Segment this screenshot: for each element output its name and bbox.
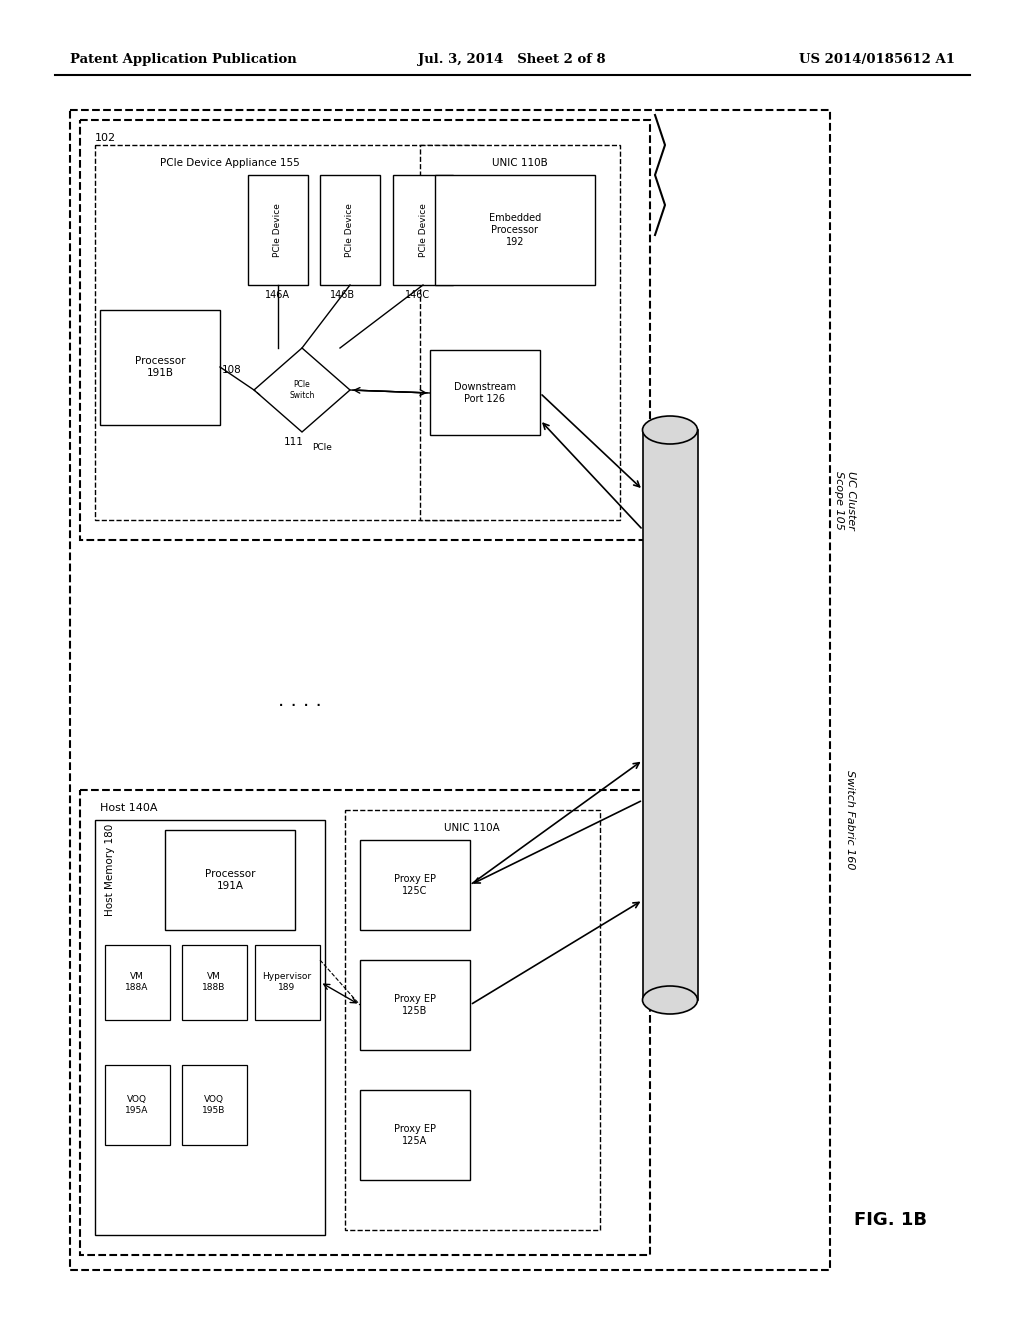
Text: . . . .: . . . .	[279, 690, 322, 710]
Bar	[360, 1090, 470, 1180]
Bar	[182, 945, 247, 1020]
Bar	[345, 810, 600, 1230]
Text: Host Memory 180: Host Memory 180	[105, 824, 115, 916]
Text: PCIe
Switch: PCIe Switch	[290, 380, 314, 400]
Bar	[182, 1065, 247, 1144]
Bar	[319, 176, 380, 285]
Bar	[435, 176, 595, 285]
Bar	[80, 789, 650, 1255]
Text: Proxy EP
125B: Proxy EP 125B	[394, 994, 436, 1016]
Text: PCIe Device: PCIe Device	[273, 203, 283, 257]
Text: VM
188A: VM 188A	[125, 973, 148, 991]
Text: 108: 108	[222, 366, 242, 375]
Bar	[105, 945, 170, 1020]
Bar	[95, 145, 480, 520]
Polygon shape	[254, 348, 350, 432]
Text: US 2014/0185612 A1: US 2014/0185612 A1	[799, 54, 955, 66]
Text: PCIe: PCIe	[312, 444, 332, 453]
Text: Proxy EP
125A: Proxy EP 125A	[394, 1125, 436, 1146]
Bar	[420, 145, 620, 520]
Bar	[105, 1065, 170, 1144]
Ellipse shape	[642, 416, 697, 444]
Bar	[360, 960, 470, 1049]
Text: VOQ
195A: VOQ 195A	[125, 1096, 148, 1114]
Text: 111: 111	[284, 437, 304, 447]
Text: 146B: 146B	[330, 290, 355, 300]
Text: 102: 102	[95, 133, 116, 143]
Text: PCIe Device Appliance 155: PCIe Device Appliance 155	[160, 158, 300, 168]
Bar	[165, 830, 295, 931]
Bar	[80, 120, 650, 540]
Bar	[360, 840, 470, 931]
Bar	[95, 820, 325, 1236]
Text: Jul. 3, 2014   Sheet 2 of 8: Jul. 3, 2014 Sheet 2 of 8	[418, 54, 606, 66]
Text: 146C: 146C	[406, 290, 430, 300]
Text: VM
188B: VM 188B	[203, 973, 225, 991]
Text: PCIe Device: PCIe Device	[419, 203, 427, 257]
Text: UNIC 110B: UNIC 110B	[493, 158, 548, 168]
Bar	[248, 176, 308, 285]
Bar	[255, 945, 319, 1020]
Bar	[643, 430, 698, 1001]
Text: PCIe Device: PCIe Device	[345, 203, 354, 257]
Text: Switch Fabric 160: Switch Fabric 160	[845, 771, 855, 870]
Text: Downstream
Port 126: Downstream Port 126	[454, 383, 516, 404]
Ellipse shape	[642, 986, 697, 1014]
Text: Host 140A: Host 140A	[100, 803, 158, 813]
Text: UNIC 110A: UNIC 110A	[444, 822, 500, 833]
Text: Processor
191A: Processor 191A	[205, 869, 255, 891]
Text: VOQ
195B: VOQ 195B	[203, 1096, 225, 1114]
Text: UC Cluster
Scope 105: UC Cluster Scope 105	[835, 470, 856, 529]
Text: Hypervisor
189: Hypervisor 189	[262, 973, 311, 991]
Text: 146A: 146A	[265, 290, 290, 300]
Bar	[430, 350, 540, 436]
Text: Patent Application Publication: Patent Application Publication	[70, 54, 297, 66]
Bar	[393, 176, 453, 285]
Text: Proxy EP
125C: Proxy EP 125C	[394, 874, 436, 896]
Text: Embedded
Processor
192: Embedded Processor 192	[488, 214, 541, 247]
Bar	[100, 310, 220, 425]
Text: Processor
191B: Processor 191B	[135, 356, 185, 378]
Text: FIG. 1B: FIG. 1B	[853, 1210, 927, 1229]
Bar	[70, 110, 830, 1270]
